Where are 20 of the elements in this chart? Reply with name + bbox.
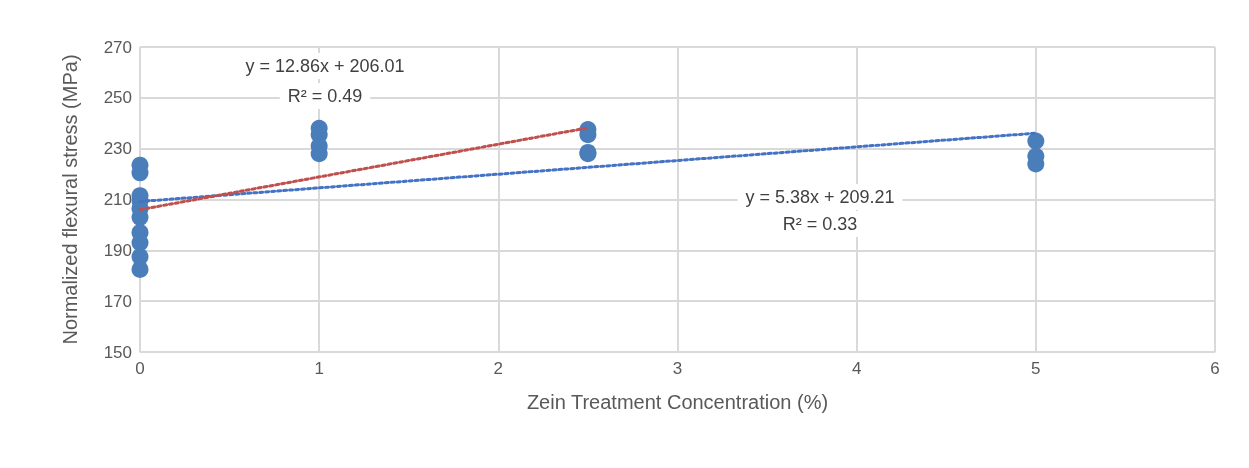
x-tick-label: 2 [493, 359, 504, 378]
annotation: y = 12.86x + 206.01 [245, 56, 405, 76]
x-axis-title: Zein Treatment Concentration (%) [526, 391, 829, 413]
x-tick-label: 4 [851, 359, 862, 378]
x-tick-label: 0 [135, 359, 145, 378]
y-tick-label: 210 [103, 190, 132, 209]
annotation: y = 5.38x + 209.21 [745, 187, 895, 207]
annotation: R² = 0.33 [782, 214, 858, 234]
x-tick-label: 6 [1210, 359, 1220, 378]
annotation: R² = 0.49 [287, 86, 363, 106]
x-tick-label: 1 [314, 359, 324, 378]
x-tick-label: 3 [672, 359, 683, 378]
y-tick-label: 270 [103, 37, 132, 57]
y-tick-label: 150 [103, 342, 132, 362]
y-axis-title: Normalized flexural stress (MPa) [59, 54, 81, 345]
x-tick-label: 5 [1031, 359, 1041, 378]
y-tick-label: 190 [103, 240, 132, 260]
y-tick-label: 250 [103, 88, 132, 108]
y-tick-label: 170 [103, 291, 132, 311]
y-tick-label: 230 [103, 139, 132, 159]
